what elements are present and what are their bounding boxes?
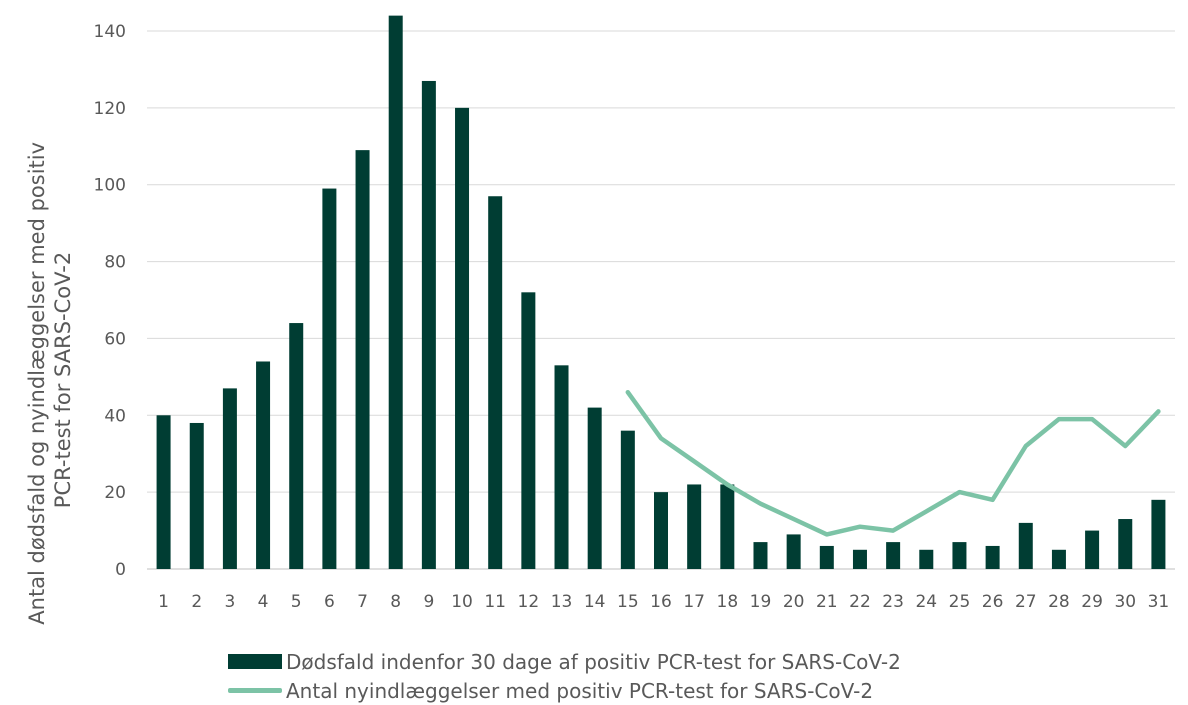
bar xyxy=(952,542,967,569)
bar xyxy=(919,549,934,569)
admissions-line xyxy=(625,389,1161,537)
bar xyxy=(720,484,735,569)
y-tick-labels: 0 20 40 60 80 100 120 140 xyxy=(94,22,126,580)
bar xyxy=(521,292,536,569)
bar xyxy=(654,492,668,569)
bar xyxy=(256,361,271,569)
bar xyxy=(388,15,403,569)
x-tick-label: 15 xyxy=(617,592,639,612)
x-tick-label: 5 xyxy=(291,592,302,612)
legend-label-deaths: Dødsfald indenfor 30 dage af positiv PCR… xyxy=(286,649,901,674)
bar xyxy=(322,188,337,570)
legend-item-admissions: Antal nyindlæggelser med positiv PCR-tes… xyxy=(228,676,901,705)
y-tick-label: 40 xyxy=(104,406,126,426)
bar xyxy=(189,422,204,569)
bar xyxy=(786,534,801,569)
y-tick-label: 20 xyxy=(104,483,126,503)
bar xyxy=(985,545,1000,569)
x-tick-label: 1 xyxy=(158,592,169,612)
bar xyxy=(1118,519,1133,569)
bar xyxy=(587,407,602,569)
x-tick-label: 4 xyxy=(258,592,269,612)
x-tick-label: 21 xyxy=(816,592,838,612)
x-tick-label: 10 xyxy=(451,592,473,612)
y-tick-label: 140 xyxy=(94,22,126,42)
legend: Dødsfald indenfor 30 dage af positiv PCR… xyxy=(228,647,901,705)
x-tick-labels: 1 2 3 4 5 6 7 8 9 10 11 12 13 14 15 16 17 18 19 20 21 22 23 24 2… xyxy=(158,592,1169,612)
gridlines xyxy=(147,30,1175,570)
bar xyxy=(455,107,470,569)
bar xyxy=(488,196,503,569)
x-tick-label: 12 xyxy=(518,592,540,612)
x-tick-label: 17 xyxy=(683,592,705,612)
x-tick-label: 13 xyxy=(551,592,573,612)
y-tick-label: 120 xyxy=(94,99,126,119)
bar xyxy=(554,365,569,569)
x-tick-label: 11 xyxy=(484,592,506,612)
y-tick-label: 80 xyxy=(104,253,126,273)
bar-series xyxy=(156,15,1166,570)
bar xyxy=(1018,522,1033,569)
bar xyxy=(753,542,768,569)
y-tick-label: 100 xyxy=(94,176,126,196)
x-tick-label: 22 xyxy=(849,592,871,612)
bar xyxy=(289,323,304,569)
x-tick-label: 9 xyxy=(423,592,434,612)
y-axis-label: Antal dødsfald og nyindlæggelser med pos… xyxy=(25,135,75,624)
x-tick-label: 16 xyxy=(650,592,672,612)
legend-label-admissions: Antal nyindlæggelser med positiv PCR-tes… xyxy=(286,678,874,703)
x-tick-label: 20 xyxy=(783,592,805,612)
x-tick-label: 30 xyxy=(1114,592,1136,612)
bar xyxy=(222,388,237,569)
x-tick-label: 14 xyxy=(584,592,606,612)
bar xyxy=(687,484,702,569)
bar xyxy=(620,430,635,569)
y-axis-label-line-1: Antal dødsfald og nyindlæggelser med pos… xyxy=(25,142,49,625)
x-tick-label: 26 xyxy=(982,592,1004,612)
x-tick-label: 28 xyxy=(1048,592,1070,612)
x-tick-label: 29 xyxy=(1081,592,1103,612)
x-tick-label: 2 xyxy=(191,592,202,612)
y-tick-label: 60 xyxy=(104,329,126,349)
line-series xyxy=(625,389,1161,537)
x-tick-label: 18 xyxy=(717,592,739,612)
bar xyxy=(1085,530,1100,569)
bar xyxy=(1051,549,1066,569)
x-tick-label: 24 xyxy=(915,592,937,612)
bar xyxy=(421,80,436,569)
x-tick-label: 8 xyxy=(390,592,401,612)
bar xyxy=(1151,499,1166,569)
x-tick-label: 3 xyxy=(224,592,235,612)
y-tick-label: 0 xyxy=(115,560,126,580)
x-tick-label: 25 xyxy=(949,592,971,612)
bar xyxy=(156,415,171,569)
x-tick-label: 6 xyxy=(324,592,335,612)
x-tick-label: 7 xyxy=(357,592,368,612)
legend-item-deaths: Dødsfald indenfor 30 dage af positiv PCR… xyxy=(228,647,901,676)
bar xyxy=(886,542,901,569)
bar xyxy=(852,549,867,569)
x-tick-label: 19 xyxy=(750,592,772,612)
bar xyxy=(819,545,834,569)
x-tick-label: 31 xyxy=(1148,592,1170,612)
bar xyxy=(355,150,370,569)
x-tick-label: 23 xyxy=(882,592,904,612)
y-axis-label-line-2: PCR-test for SARS-CoV-2 xyxy=(51,252,75,508)
x-tick-label: 27 xyxy=(1015,592,1037,612)
legend-bar-swatch xyxy=(228,654,282,669)
legend-line-swatch xyxy=(228,688,282,693)
